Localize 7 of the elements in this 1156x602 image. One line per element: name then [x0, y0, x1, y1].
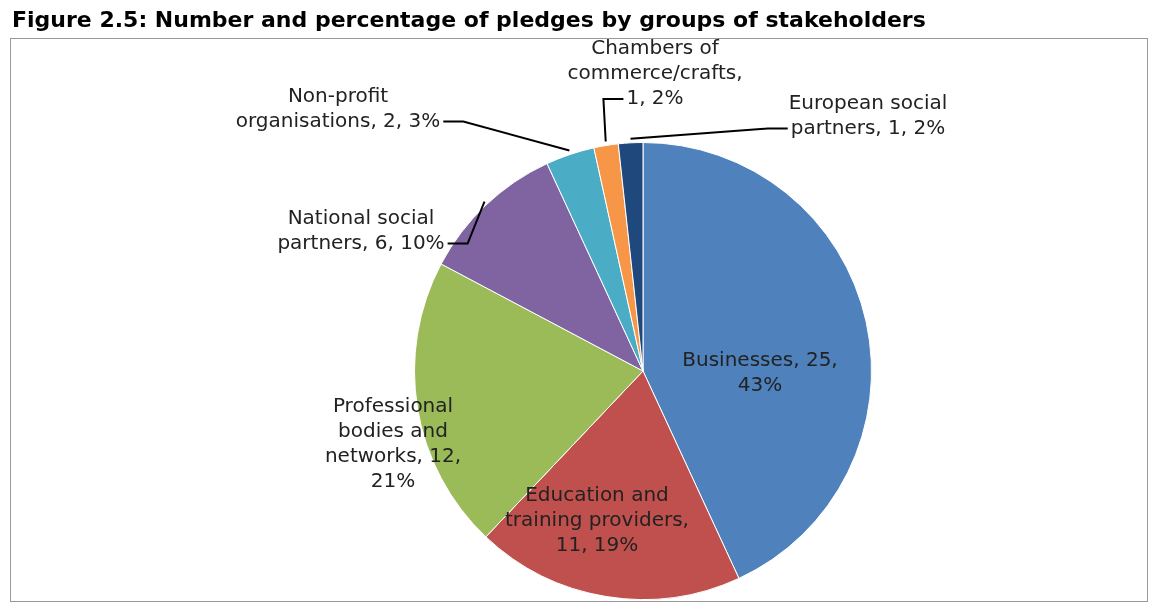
slice-label: Chambers of commerce/crafts, 1, 2% — [567, 35, 743, 110]
slice-label: Businesses, 25, 43% — [682, 346, 838, 396]
slice-label: Non-profit organisations, 2, 3% — [235, 82, 441, 132]
chart-title: Figure 2.5: Number and percentage of pledges by groups of stakeholders — [12, 6, 926, 32]
slice-label: National social partners, 6, 10% — [277, 204, 445, 254]
slice-label: Education and training providers, 11, 19% — [505, 482, 689, 557]
slice-label: European social partners, 1, 2% — [788, 89, 948, 139]
